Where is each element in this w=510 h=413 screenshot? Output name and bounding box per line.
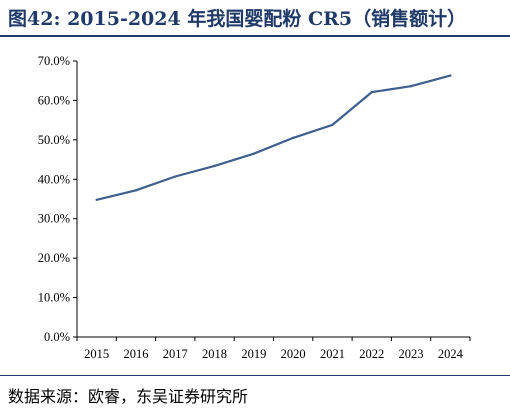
data-point [409,85,413,88]
x-tick-label: 2016 [123,347,148,361]
x-tick-label: 2021 [320,347,345,361]
y-axis-ticks: 0.0% 10.0% 20.0% 30.0% 40.0% 50.0% 60.0% 70.0% [38,54,77,344]
source-note: 数据来源：欧睿，东吴证券研究所 [8,387,249,406]
y-tick-label: 0.0% [44,330,70,344]
data-point [291,136,295,140]
x-tick-label: 2019 [241,347,266,361]
x-tick-label: 2017 [163,347,188,361]
x-tick-label: 2015 [84,347,109,361]
y-tick-label: 30.0% [38,212,70,226]
data-point [95,198,98,201]
y-tick-label: 40.0% [38,172,70,186]
data-point [213,164,216,168]
y-tick-label: 10.0% [38,291,70,305]
chart-axes [76,61,470,338]
series-line-0 [96,74,451,201]
x-tick-label: 2020 [281,347,306,361]
data-point [331,123,334,127]
x-axis-ticks: 2015 2016 2017 2018 2019 2020 2021 2022 2023 2024 [76,337,471,361]
chart-series [95,74,452,201]
x-tick-label: 2023 [399,347,424,361]
data-point [174,175,177,178]
y-tick-label: 50.0% [38,133,70,147]
figure-title: 图42: 2015-2024 年我国婴配粉 CR5（销售额计） [8,8,467,30]
x-tick-label: 2024 [438,347,464,361]
data-point [252,152,256,155]
source-divider [0,375,510,376]
title-divider [0,35,510,37]
y-tick-label: 20.0% [38,251,70,265]
x-tick-label: 2022 [359,347,384,361]
y-tick-label: 60.0% [38,93,70,107]
data-point [134,189,138,192]
data-point [370,90,373,94]
line-chart: 0.0%10.0%20.0%30.0%40.0%50.0%60.0%70.0% … [38,54,471,361]
data-point [449,74,452,77]
x-tick-label: 2018 [202,347,227,361]
y-tick-label: 70.0% [38,54,70,68]
